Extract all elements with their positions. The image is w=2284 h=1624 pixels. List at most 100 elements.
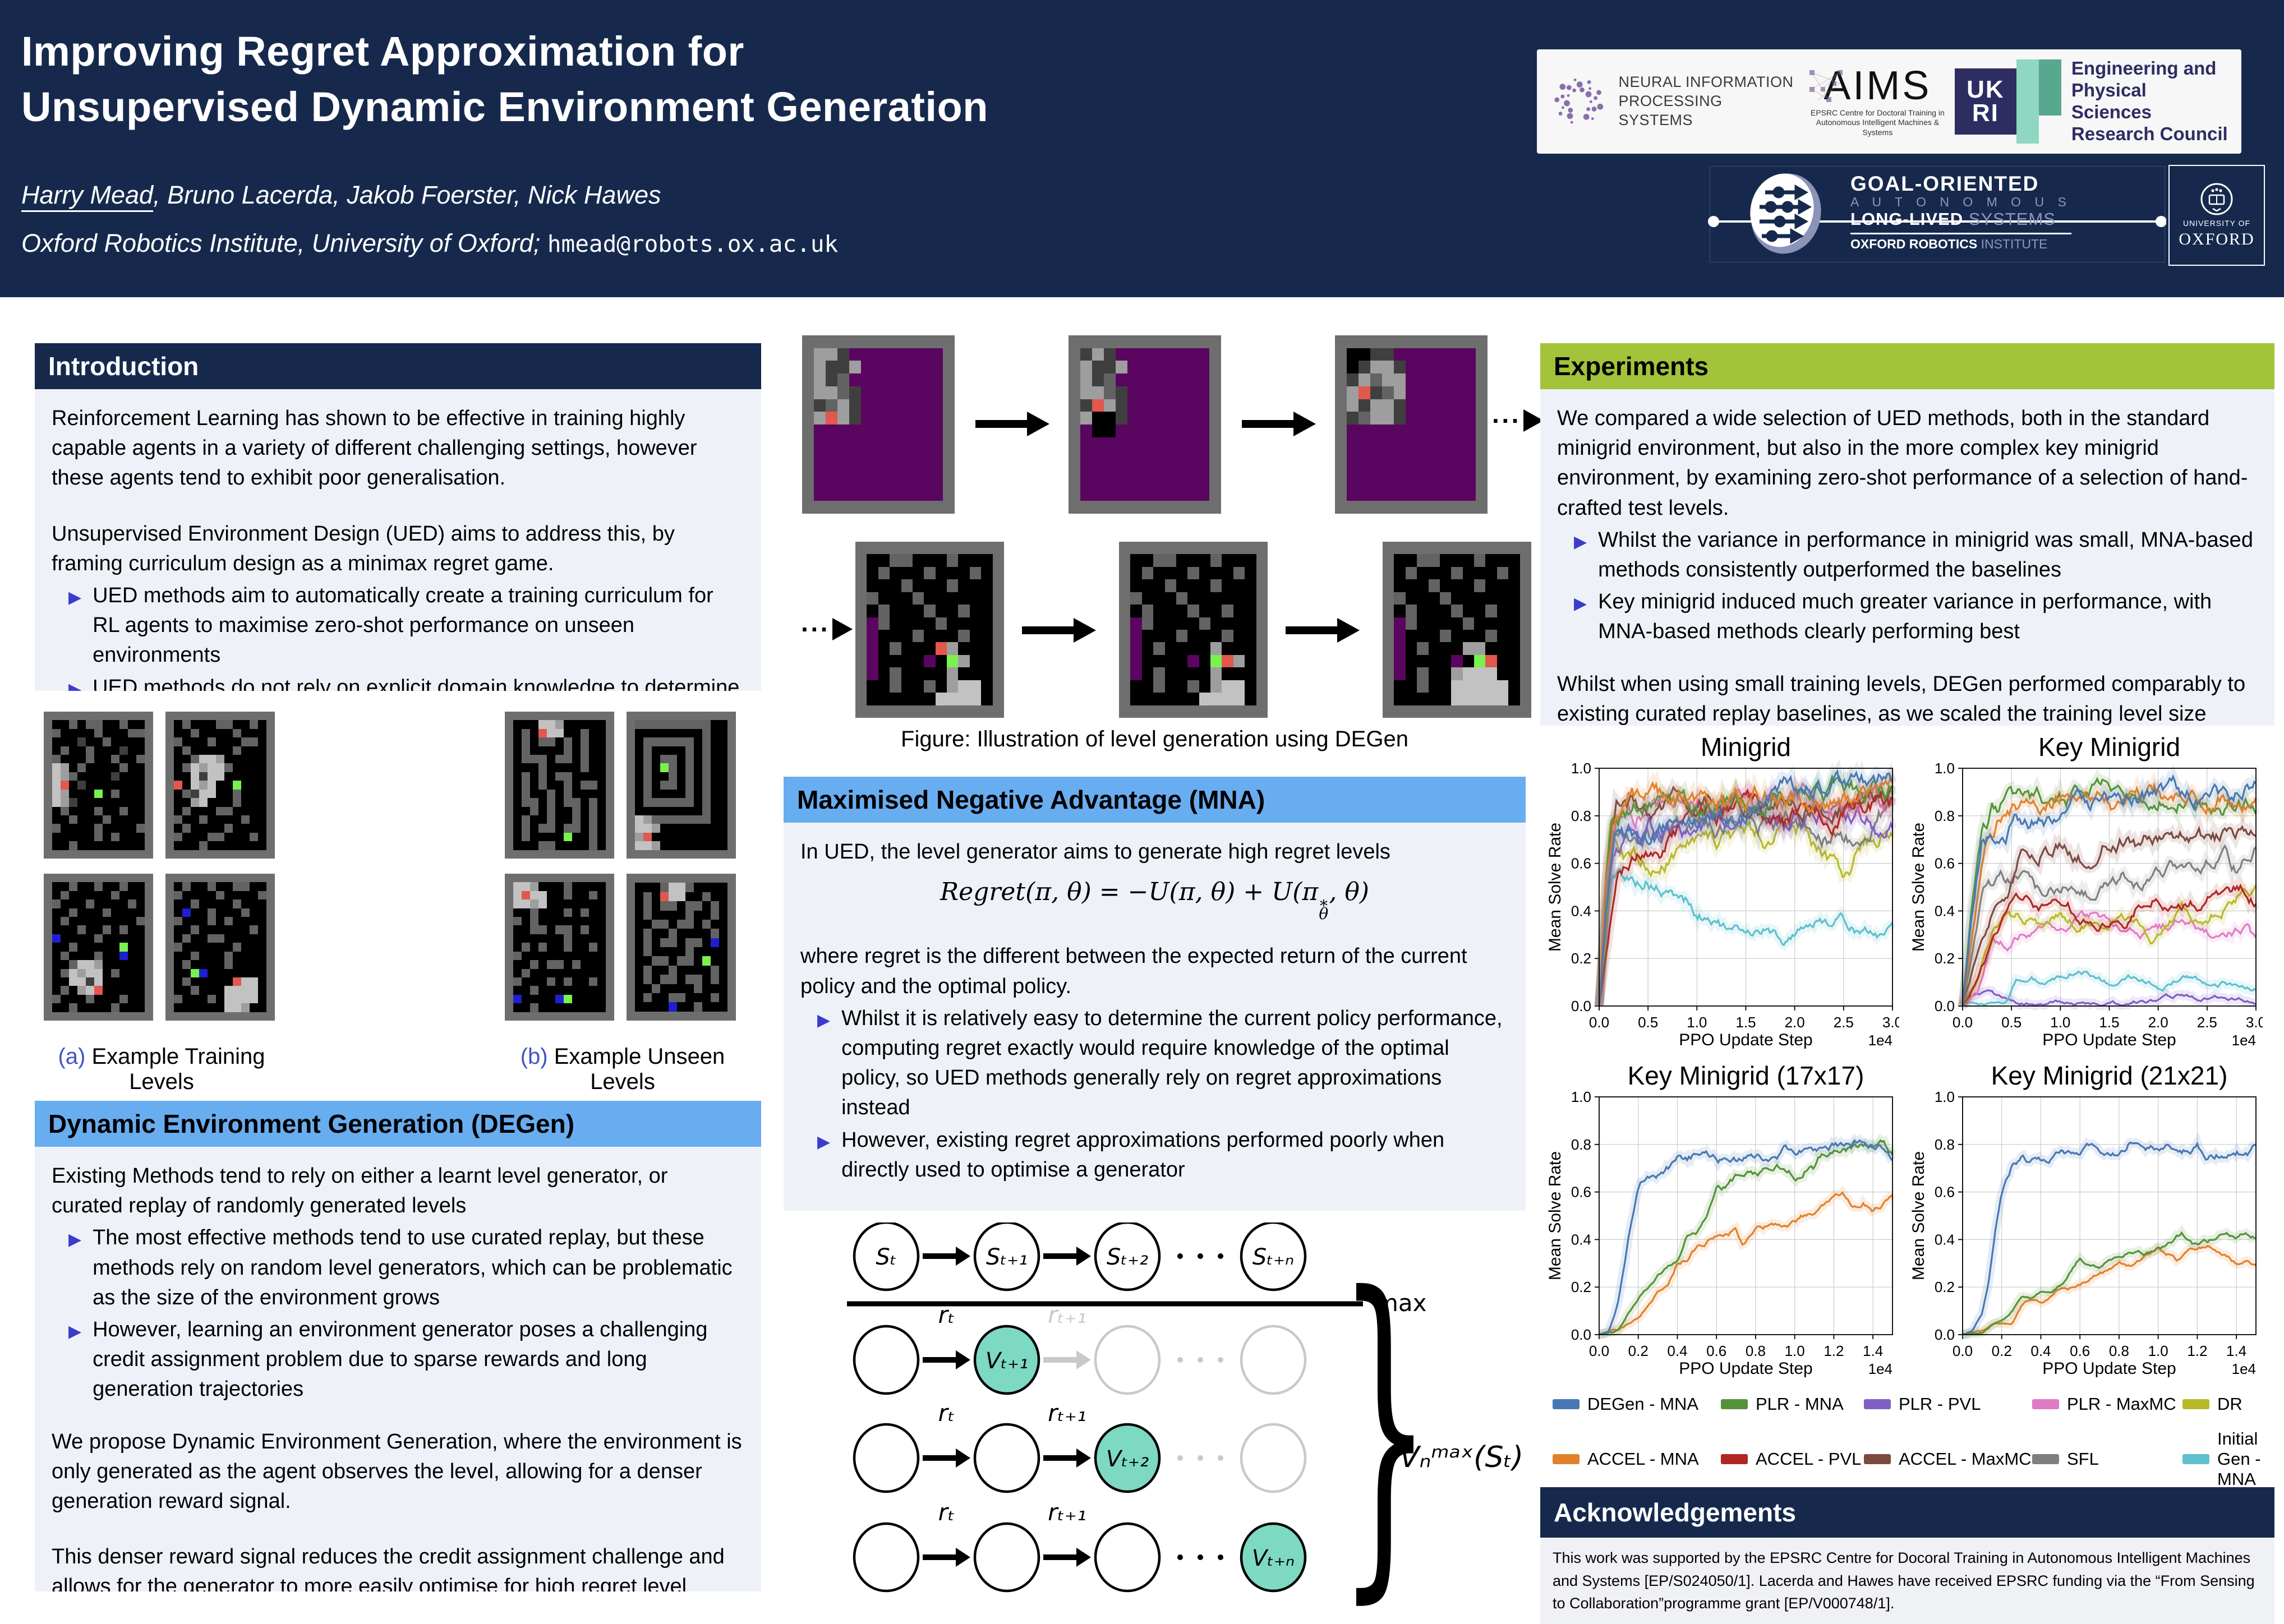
level-cell	[660, 975, 669, 984]
legend-swatch	[1864, 1399, 1891, 1409]
level-cell	[555, 841, 564, 850]
level-cell	[597, 815, 606, 824]
level-cell	[606, 977, 614, 986]
level-cell	[597, 951, 606, 961]
level-cell	[505, 1012, 513, 1021]
level-cell	[208, 720, 216, 729]
level-cell	[711, 832, 719, 842]
level-cell	[145, 891, 153, 900]
level-cell	[1370, 386, 1382, 399]
level-cell	[719, 728, 727, 738]
level-cell	[572, 986, 581, 995]
level-cell	[52, 951, 61, 961]
level-cell	[216, 850, 224, 859]
level-cell	[1176, 667, 1188, 680]
level-cell	[1464, 399, 1476, 412]
level-cell	[1162, 348, 1175, 361]
level-cell	[547, 798, 555, 807]
level-cell	[1139, 424, 1151, 437]
level-cell	[103, 943, 111, 952]
level-cell	[1405, 399, 1417, 412]
level-cell	[867, 693, 878, 705]
level-cell	[136, 841, 145, 850]
level-cell	[119, 874, 128, 883]
level-cell	[513, 968, 522, 977]
level-cell	[627, 815, 635, 824]
level-cell	[530, 746, 538, 755]
level-cell	[44, 815, 52, 824]
level-cell	[1210, 642, 1222, 655]
level-cell	[1474, 642, 1486, 655]
level-cell	[1382, 450, 1394, 463]
level-cell	[44, 737, 52, 746]
level-cell	[1496, 566, 1509, 580]
level-cell	[652, 720, 660, 729]
level-cell	[69, 908, 77, 917]
level-cell	[182, 712, 191, 721]
level-cell	[1256, 693, 1268, 705]
level-cell	[855, 654, 867, 668]
level-cell	[119, 720, 128, 729]
level-cell	[241, 968, 250, 977]
level-cell	[538, 712, 547, 721]
level-cell	[912, 630, 924, 643]
level-cell	[643, 737, 652, 746]
level-cell	[1245, 693, 1256, 705]
level-cell	[174, 874, 182, 883]
level-cell	[958, 566, 970, 580]
level-cell	[884, 475, 896, 488]
level-cell	[589, 1012, 597, 1021]
level-cell	[694, 728, 702, 738]
level-cell	[547, 874, 555, 883]
level-cell	[694, 798, 702, 807]
acknowledgements-header: Acknowledgements	[1540, 1487, 2274, 1538]
level-cell	[530, 720, 538, 729]
level-cell	[1198, 488, 1210, 501]
legend-item: ACCEL - MNA	[1553, 1429, 1721, 1489]
level-cell	[855, 705, 867, 718]
level-cell	[69, 986, 77, 995]
level-cell	[111, 772, 119, 781]
level-cell	[931, 412, 943, 425]
level-cell	[1198, 437, 1210, 450]
level-cell	[1474, 654, 1486, 668]
level-cell	[669, 910, 677, 920]
level-cell	[555, 737, 564, 746]
level-cell	[660, 984, 669, 993]
level-cell	[547, 755, 555, 764]
level-cell	[969, 693, 982, 705]
level-cell	[505, 908, 513, 917]
level-cell	[1139, 386, 1151, 399]
level-cell	[1139, 501, 1151, 514]
level-cell	[224, 977, 233, 986]
level-cell	[111, 798, 119, 807]
level-cell	[1150, 463, 1163, 476]
level-cell	[69, 934, 77, 943]
level-cell	[943, 450, 955, 463]
level-cell	[1210, 705, 1222, 718]
level-cell	[547, 994, 555, 1004]
level-cell	[258, 789, 266, 799]
level-cell	[702, 798, 711, 807]
level-cell	[1209, 450, 1221, 463]
level-cell	[103, 824, 111, 833]
level-cell	[890, 630, 901, 643]
series-line-ACCEL - MNA	[1598, 773, 1894, 1006]
chart-title: Key Minigrid (21x21)	[1991, 1061, 2228, 1090]
level-cell	[128, 850, 136, 859]
level-cell	[627, 841, 635, 850]
level-cell	[547, 824, 555, 833]
level-cell	[564, 891, 572, 900]
level-cell	[1174, 450, 1186, 463]
level-cell	[258, 806, 266, 815]
level-cell	[1440, 348, 1453, 361]
chart-ylabel: Mean Solve Rate	[1909, 1151, 1928, 1280]
level-cell	[505, 841, 513, 850]
level-cell	[992, 654, 1004, 668]
level-cell	[669, 850, 677, 859]
level-cell	[103, 960, 111, 969]
svg-text:0.6: 0.6	[1935, 1184, 1955, 1201]
level-cell	[216, 891, 224, 900]
level-cell	[530, 850, 538, 859]
level-cell	[581, 1003, 589, 1012]
